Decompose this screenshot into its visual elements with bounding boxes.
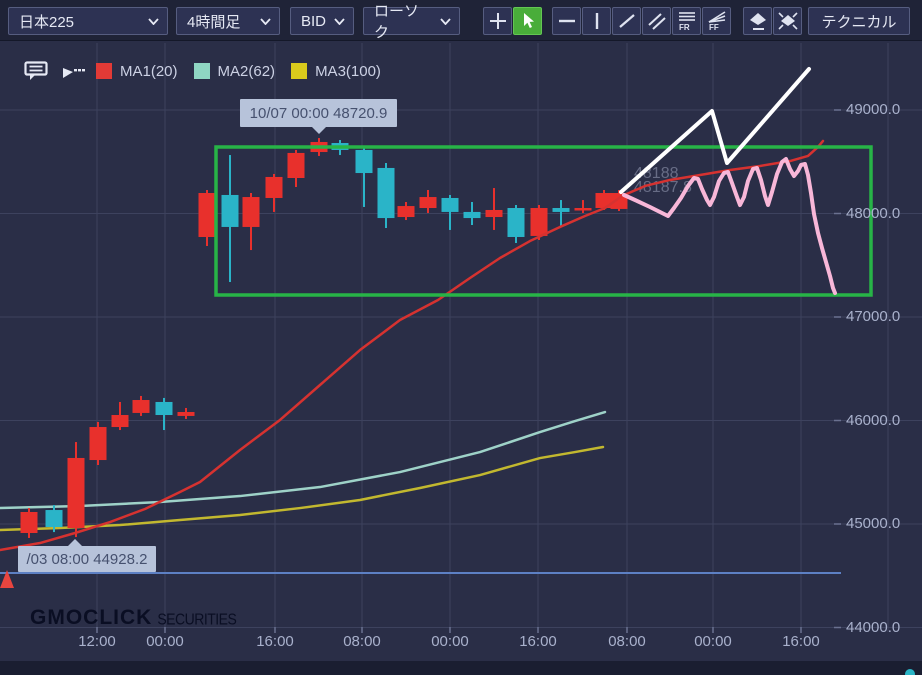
- price-type-dropdown-value: BID: [301, 12, 327, 30]
- horizontal-line-icon: [558, 19, 575, 23]
- tooltip-top-text: 10/07 00:00 48720.9: [249, 104, 388, 122]
- fibonacci-fan-tool-button[interactable]: FF: [702, 7, 731, 35]
- price-axis-label: 47000.0: [846, 308, 901, 325]
- time-axis-label: 16:00: [519, 633, 557, 650]
- chart-style-dropdown-value: ローソク: [374, 3, 420, 41]
- indicator-legend: MA1(20) MA2(62) MA3(100): [24, 61, 397, 81]
- eraser-all-icon: [777, 12, 798, 30]
- chevron-down-icon: [440, 17, 451, 25]
- time-axis-label: 00:00: [146, 633, 184, 650]
- legend-item-ma1: MA1(20): [96, 63, 178, 80]
- timeframe-dropdown[interactable]: 4時間足: [176, 7, 280, 35]
- svg-text:FF: FF: [709, 23, 719, 32]
- plus-icon: [489, 13, 506, 29]
- watermark-brand: GMOCLICK: [30, 606, 153, 629]
- timeframe-dropdown-value: 4時間足: [187, 13, 241, 31]
- price-axis-label: 44000.0: [846, 618, 901, 636]
- legend-item-ma3: MA3(100): [291, 63, 381, 80]
- broker-watermark: GMOCLICK SECURITIES: [30, 606, 237, 630]
- vertical-line-icon: [595, 13, 598, 29]
- ma2-label: MA2(62): [217, 62, 276, 80]
- ma3-label: MA3(100): [315, 62, 381, 80]
- watermark-suffix: SECURITIES: [157, 609, 237, 629]
- vertical-line-tool-button[interactable]: [582, 7, 611, 35]
- toolbar: 日本225 4時間足 BID ローソク: [0, 0, 922, 41]
- chevron-down-icon: [334, 17, 345, 25]
- crosshair-tool-button[interactable]: [483, 7, 512, 35]
- cursor-trail-icon[interactable]: [60, 62, 86, 80]
- eraser-icon: [749, 13, 766, 30]
- ma3-swatch: [291, 63, 308, 79]
- time-axis-label: 16:00: [782, 633, 820, 650]
- cursor-arrow-icon: [523, 13, 534, 28]
- ma1-label: MA1(20): [120, 62, 178, 80]
- symbol-dropdown-value: 日本225: [19, 13, 75, 31]
- bottom-bar: [0, 661, 922, 675]
- time-axis-label: 16:00: [256, 633, 294, 650]
- tooltip-bottom-text: /03 08:00 44928.2: [26, 550, 148, 568]
- chevron-down-icon: [148, 17, 159, 25]
- time-axis-label: 00:00: [694, 633, 732, 650]
- eraser-tool-button[interactable]: [743, 7, 772, 35]
- erase-all-tool-button[interactable]: [773, 7, 802, 35]
- technical-indicators-button[interactable]: テクニカル: [808, 7, 910, 35]
- svg-text:FR: FR: [679, 23, 690, 32]
- tooltip-top-pointer: [311, 126, 327, 134]
- chart-style-dropdown[interactable]: ローソク: [363, 3, 460, 41]
- chevron-down-icon: [260, 17, 271, 25]
- price-axis-label: 46000.0: [846, 411, 901, 429]
- price-axis-label: 48000.0: [846, 204, 901, 222]
- trend-line-icon: [618, 14, 635, 28]
- horizontal-line-tool-button[interactable]: [552, 7, 581, 35]
- fibonacci-retracement-tool-button[interactable]: FR: [672, 7, 701, 35]
- legend-item-ma2: MA2(62): [193, 62, 276, 80]
- parallel-lines-icon: [647, 13, 666, 30]
- comment-bubble-icon[interactable]: [24, 61, 50, 81]
- time-axis-label: 12:00: [78, 633, 116, 650]
- symbol-dropdown[interactable]: 日本225: [8, 7, 168, 35]
- fibonacci-fan-icon: FF: [708, 11, 725, 32]
- ma1-swatch: [96, 63, 112, 79]
- crosshair-tooltip-bottom: /03 08:00 44928.2: [18, 539, 156, 572]
- trend-line-tool-button[interactable]: [612, 7, 641, 35]
- price-axis-label: 45000.0: [846, 515, 901, 532]
- time-axis-label: 08:00: [343, 633, 381, 650]
- pointer-tool-button[interactable]: [513, 7, 542, 35]
- price-type-dropdown[interactable]: BID: [290, 7, 354, 35]
- ma2-swatch: [193, 63, 210, 79]
- tooltip-bottom-pointer: [67, 539, 83, 547]
- fibonacci-retracement-icon: FR: [678, 12, 695, 32]
- price-axis-label: 49000.0: [846, 101, 901, 118]
- time-axis-label: 08:00: [608, 633, 646, 650]
- crosshair-tooltip-top: 10/07 00:00 48720.9: [240, 99, 397, 134]
- status-dot-icon: [905, 669, 915, 675]
- time-axis-label: 00:00: [431, 633, 469, 650]
- parallel-lines-tool-button[interactable]: [642, 7, 671, 35]
